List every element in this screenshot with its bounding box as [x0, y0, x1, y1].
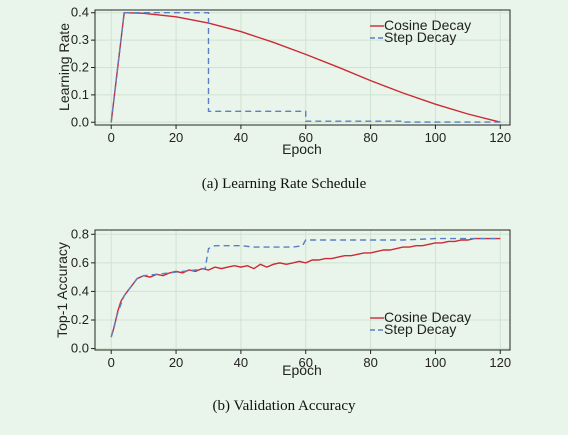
caption: (a) Learning Rate Schedule [202, 176, 367, 192]
legend-label: Step Decay [384, 321, 456, 337]
legend-label: Step Decay [384, 29, 456, 45]
grid [95, 10, 510, 125]
y-tick-label: 0.1 [71, 87, 89, 102]
grid [95, 230, 510, 350]
x-tick-label: 0 [108, 355, 115, 370]
y-tick-label: 0.2 [71, 60, 89, 75]
x-tick-label: 100 [425, 355, 447, 370]
x-tick-label: 120 [489, 355, 511, 370]
legend-label: Cosine Decay [384, 309, 471, 325]
caption: (b) Validation Accuracy [212, 398, 356, 414]
x-tick-label: 20 [169, 130, 183, 145]
validation-accuracy-chart: 0 20 40 60 80 100 120 0.0 0.2 0.4 0.6 0.8 Epoch To… [54, 226, 511, 414]
x-axis-ticks: 0 20 40 60 80 100 120 [108, 125, 511, 145]
y-tick-label: 0.0 [71, 114, 89, 129]
x-axis-label: Epoch [282, 141, 322, 157]
series-line-step-decay [110, 12, 501, 123]
x-tick-label: 60 [299, 355, 313, 370]
x-tick-label: 0 [108, 130, 115, 145]
plot-frame [94, 229, 511, 351]
y-axis-ticks: 0.0 0.2 0.4 0.6 0.8 [71, 226, 95, 356]
y-tick-label: 0.4 [71, 283, 89, 298]
x-axis-ticks: 0 20 40 60 80 100 120 [108, 350, 511, 370]
x-tick-label: 120 [489, 130, 511, 145]
x-tick-label: 100 [425, 130, 447, 145]
legend-label: Cosine Decay [384, 17, 471, 33]
y-tick-label: 0.0 [71, 341, 89, 356]
series-layer [110, 237, 501, 338]
x-tick-label: 40 [234, 355, 248, 370]
plot-area [95, 230, 510, 350]
y-tick-label: 0.8 [71, 226, 89, 241]
y-tick-label: 0.3 [71, 32, 89, 47]
learning-rate-chart: 0 20 40 60 80 100 120 0.0 0.1 0.2 0.3 0.4 Epoch Le… [56, 5, 511, 192]
y-axis-ticks: 0.0 0.1 0.2 0.3 0.4 [71, 5, 95, 129]
y-axis-label: Learning Rate [56, 23, 72, 111]
x-tick-label: 60 [299, 130, 313, 145]
x-tick-label: 40 [234, 130, 248, 145]
x-tick-label: 20 [169, 355, 183, 370]
y-axis-label: Top-1 Accuracy [54, 242, 70, 338]
x-tick-label: 80 [363, 130, 377, 145]
x-axis-label: Epoch [282, 362, 322, 378]
y-tick-label: 0.4 [71, 5, 89, 20]
y-tick-label: 0.2 [71, 312, 89, 327]
series-line-cosine-decay [110, 11, 501, 123]
series-line-step-decay [110, 237, 501, 338]
x-tick-label: 80 [363, 355, 377, 370]
y-tick-label: 0.6 [71, 255, 89, 270]
series-layer [110, 11, 501, 123]
